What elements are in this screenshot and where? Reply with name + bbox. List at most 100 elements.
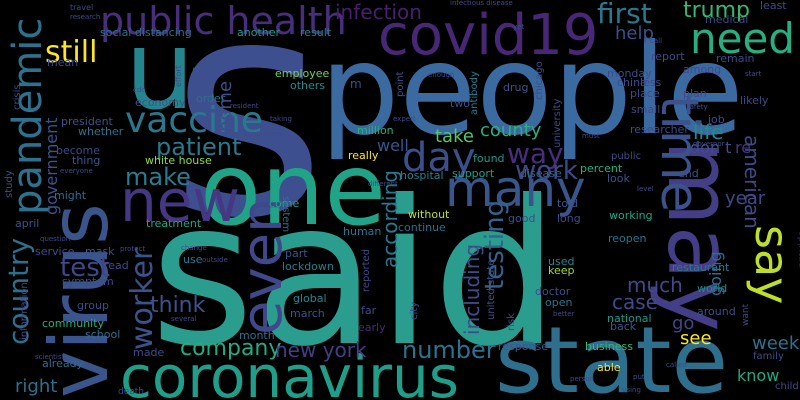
word-number: number — [402, 336, 496, 364]
word-human: human — [343, 225, 382, 238]
word-world: world — [697, 282, 728, 295]
word-two: two — [450, 97, 471, 110]
word-public-health: public health — [100, 0, 347, 43]
word-without: without — [408, 208, 450, 221]
word-order: order — [196, 92, 226, 105]
word-report: report — [651, 50, 685, 63]
word-resident: resident — [230, 102, 259, 110]
word-mean: mean — [47, 56, 79, 69]
word-infection: infection — [335, 0, 422, 24]
word-march: march — [290, 307, 325, 320]
word-know: know — [737, 366, 780, 385]
word-right: right — [15, 376, 58, 397]
word-social-distancing: social distancing — [100, 26, 192, 39]
word-work: work — [515, 156, 578, 186]
word-researcher: researcher — [630, 123, 689, 136]
word-safety: safety — [686, 103, 708, 111]
word-found: found — [473, 152, 505, 165]
word-don-t: don t — [690, 138, 732, 157]
word-university: university — [552, 98, 563, 148]
word-million: million — [357, 124, 394, 137]
word-less: less — [640, 76, 662, 89]
word-different: different — [368, 180, 398, 188]
word-school: school — [85, 328, 121, 341]
word-one: one — [200, 131, 387, 248]
word-year: year — [725, 188, 766, 209]
word-announced: announced — [243, 130, 282, 138]
word-using: using — [622, 386, 641, 394]
word-day: day — [402, 135, 476, 181]
word-national: national — [607, 312, 652, 325]
word-among: among — [683, 63, 722, 76]
word-open: open — [545, 296, 573, 309]
word-called: called — [666, 361, 687, 369]
word-said: said — [150, 158, 560, 391]
word-state: state — [495, 307, 729, 400]
word-expert: expert — [393, 115, 416, 123]
word-mask: mask — [85, 245, 115, 258]
word-disease: disease — [520, 167, 562, 180]
word-child: child — [775, 381, 799, 392]
word-president: president — [61, 115, 113, 128]
word-taking: taking — [270, 115, 292, 123]
word-china: china — [617, 76, 647, 89]
word-medical: medical — [705, 13, 749, 26]
word-effort: effort — [174, 65, 183, 87]
word-far: far — [361, 304, 377, 317]
word-come: come — [269, 197, 300, 210]
word-part: part — [285, 247, 308, 260]
word-continue: continue — [398, 221, 446, 234]
word-governor: governor — [693, 140, 725, 148]
word-others: others — [290, 79, 326, 92]
word-back: back — [610, 320, 637, 333]
word-m: m — [350, 77, 362, 91]
word-good: good — [508, 212, 536, 225]
word-person: person — [570, 375, 594, 383]
word-point: point — [395, 71, 406, 97]
word-made: made — [133, 346, 165, 359]
word-outside: outside — [202, 256, 228, 264]
word-percent: percent — [580, 162, 623, 175]
word-result: result — [300, 26, 332, 39]
word-reported: reported — [361, 248, 372, 292]
word-trump: trump — [683, 0, 751, 23]
word-much: much — [627, 273, 683, 297]
word-system: system — [280, 196, 291, 233]
word-must: must — [582, 132, 600, 140]
word-information: information — [19, 282, 30, 340]
word-still: still — [45, 35, 98, 70]
word-say: say — [745, 225, 799, 305]
word-look: look — [607, 172, 630, 185]
word-restaurant: restaurant — [672, 261, 730, 274]
word-new: new — [120, 167, 240, 235]
word-start: start — [745, 70, 762, 78]
word-read: read — [104, 259, 129, 272]
word-drug: drug — [503, 81, 529, 94]
word-place: place — [630, 87, 660, 100]
word-coronavirus: coronavirus — [120, 343, 459, 400]
word-county: county — [480, 120, 542, 141]
word-symptom: symptom — [62, 275, 114, 288]
word-week: week — [752, 333, 800, 354]
word-service: service — [35, 245, 75, 258]
word-used: used — [548, 255, 575, 268]
word-might: might — [54, 189, 87, 202]
word-s: s — [170, 0, 327, 284]
word-life: life — [693, 120, 724, 144]
word-put: put — [633, 373, 645, 381]
word-research: research — [70, 13, 101, 21]
word-told: told — [557, 197, 579, 210]
word-employee: employee — [275, 67, 330, 80]
word-new-york: new york — [275, 338, 367, 362]
word-cdc: cdc — [133, 86, 146, 94]
word-level: level — [637, 185, 654, 193]
word-question: question — [40, 235, 71, 243]
word-patient: patient — [156, 133, 242, 161]
word-april: april — [15, 217, 40, 230]
word-month: month — [239, 329, 275, 342]
word-support: support — [452, 167, 495, 180]
word-well: well — [377, 136, 409, 155]
word-infectious-disease: infectious disease — [450, 0, 513, 7]
word-call: call — [650, 37, 663, 45]
word-response: response — [498, 340, 548, 353]
